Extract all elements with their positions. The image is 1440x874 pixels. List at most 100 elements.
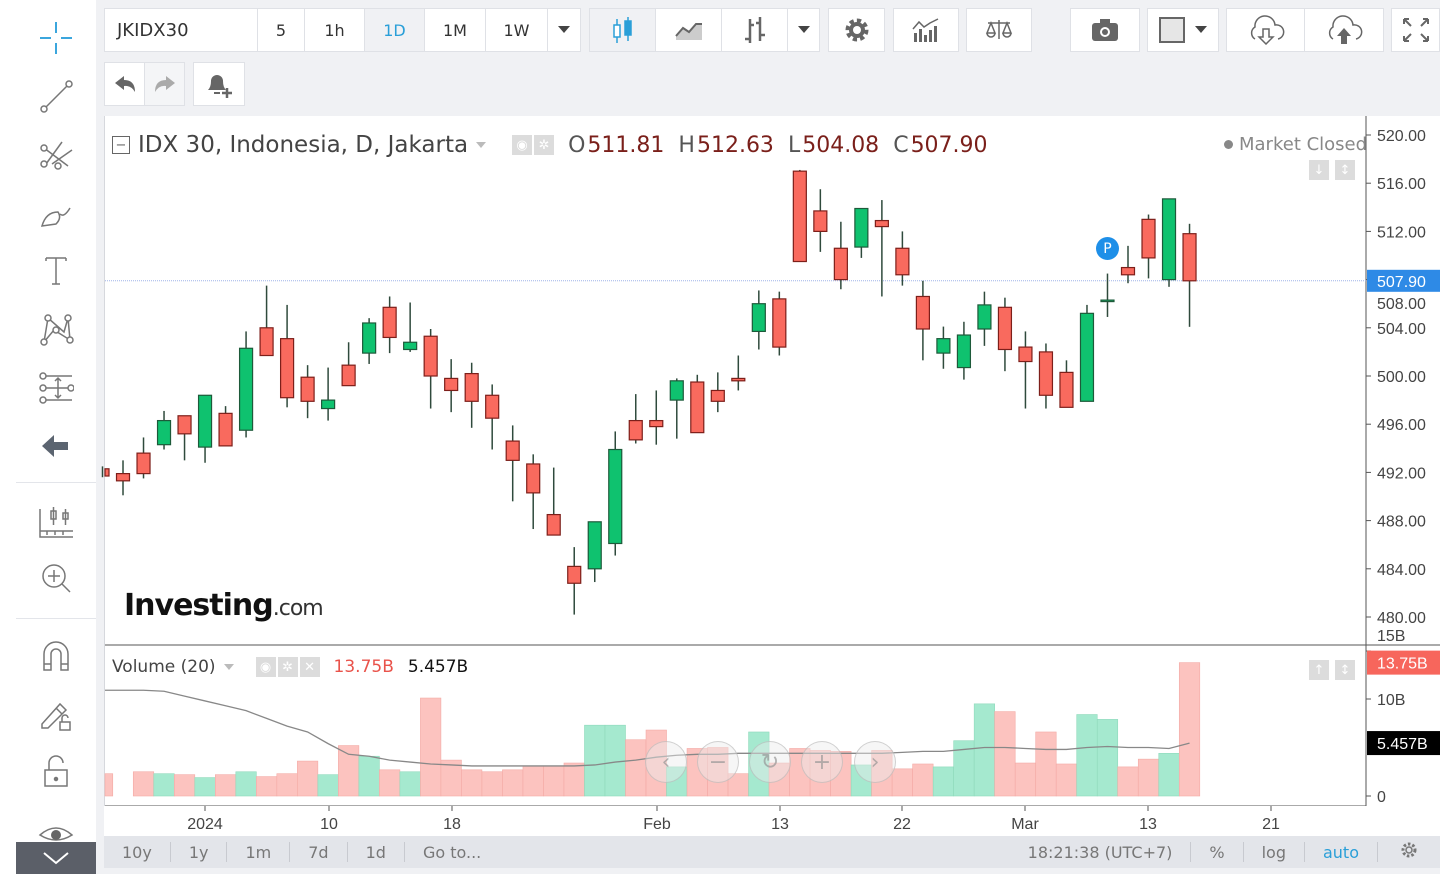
range-7d[interactable]: 7d bbox=[290, 842, 348, 862]
move-down-icon[interactable]: ↓ bbox=[1309, 160, 1329, 180]
undo-button[interactable] bbox=[104, 62, 145, 106]
volume-bar bbox=[1014, 762, 1037, 797]
gear-icon[interactable]: ✲ bbox=[534, 135, 555, 155]
save-chart-button[interactable] bbox=[1304, 8, 1384, 52]
volume-title[interactable]: Volume (20) bbox=[112, 657, 216, 677]
trend-line-icon[interactable] bbox=[36, 76, 76, 116]
x-axis-area bbox=[104, 806, 1440, 836]
x-tick-label: 22 bbox=[893, 816, 911, 833]
volume-bar bbox=[235, 771, 257, 797]
candle-body bbox=[587, 521, 602, 570]
interval-1h[interactable]: 1h bbox=[304, 8, 365, 52]
compare-button[interactable] bbox=[966, 8, 1032, 52]
bars-chart-type-button[interactable] bbox=[721, 8, 788, 52]
candle-body bbox=[341, 364, 356, 387]
interval-1w[interactable]: 1W bbox=[485, 8, 548, 52]
maximize-pane-icon[interactable]: ↕ bbox=[1335, 660, 1355, 680]
candle-body bbox=[608, 448, 623, 545]
measure-icon[interactable] bbox=[36, 368, 76, 408]
volume-y-tick-label: 0 bbox=[1377, 789, 1386, 806]
background-color-picker[interactable] bbox=[1147, 8, 1219, 52]
candle-body bbox=[321, 399, 336, 410]
close-icon[interactable]: ✕ bbox=[299, 657, 320, 677]
candle-body bbox=[197, 394, 213, 448]
drawing-toolbar bbox=[0, 0, 96, 874]
magnet-icon[interactable] bbox=[36, 636, 76, 676]
candle-ruler-icon[interactable] bbox=[36, 502, 76, 542]
collapse-toolbar-button[interactable] bbox=[16, 842, 96, 874]
auto-scale-toggle[interactable]: auto bbox=[1305, 842, 1378, 862]
crosshair-icon[interactable] bbox=[36, 18, 76, 58]
x-tick-label: 10 bbox=[320, 816, 338, 833]
candle-body bbox=[628, 419, 643, 441]
goto-date-button[interactable]: Go to... bbox=[422, 842, 482, 862]
candle-body bbox=[1182, 233, 1197, 282]
redo-button[interactable] bbox=[144, 62, 185, 106]
candle-body bbox=[997, 306, 1013, 351]
zoom-in-button[interactable]: + bbox=[801, 741, 843, 783]
candle-body bbox=[362, 322, 377, 354]
chevron-down-icon bbox=[43, 852, 69, 865]
screenshot-button[interactable] bbox=[1070, 8, 1140, 52]
candle-body bbox=[1018, 346, 1033, 363]
maximize-pane-icon[interactable]: ↕ bbox=[1335, 160, 1355, 180]
caret-down-icon[interactable] bbox=[223, 664, 234, 670]
chart-container[interactable] bbox=[104, 116, 1440, 836]
scroll-left-button[interactable]: ‹ bbox=[645, 741, 687, 783]
y-tick-label: 512.00 bbox=[1377, 224, 1426, 241]
gear-icon[interactable]: ✲ bbox=[277, 657, 298, 677]
zoom-out-button[interactable]: − bbox=[697, 741, 739, 783]
color-swatch bbox=[1159, 17, 1185, 43]
gear-icon[interactable] bbox=[1378, 841, 1440, 863]
event-marker[interactable]: P bbox=[1096, 237, 1119, 260]
indicators-icon bbox=[912, 18, 939, 42]
pane-controls: ↓ ↕ bbox=[1309, 160, 1355, 180]
symbol-search-input[interactable]: JKIDX30 bbox=[104, 8, 258, 52]
candle-body bbox=[874, 219, 889, 228]
candle-body bbox=[279, 338, 295, 399]
volume-bar bbox=[563, 762, 585, 797]
volume-bar bbox=[912, 763, 934, 797]
pattern-icon[interactable] bbox=[36, 308, 76, 348]
range-1d[interactable]: 1d bbox=[348, 842, 405, 862]
eye-icon[interactable]: ◉ bbox=[255, 657, 276, 677]
caret-down-icon bbox=[1195, 26, 1207, 33]
settings-button[interactable] bbox=[828, 8, 885, 52]
eye-icon[interactable] bbox=[36, 812, 76, 852]
volume-bar bbox=[1035, 731, 1057, 797]
text-tool-icon[interactable] bbox=[36, 250, 76, 290]
series-title[interactable]: IDX 30, Indonesia, D, Jakarta bbox=[138, 132, 469, 158]
brush-icon[interactable] bbox=[36, 192, 76, 232]
unlock-icon[interactable] bbox=[36, 752, 76, 792]
candle-body bbox=[382, 306, 397, 339]
interval-1d[interactable]: 1D bbox=[364, 8, 425, 52]
zoom-in-icon[interactable] bbox=[36, 558, 76, 598]
symbol-text: JKIDX30 bbox=[117, 19, 189, 41]
collapse-legend-icon[interactable]: − bbox=[112, 136, 130, 154]
interval-dropdown[interactable] bbox=[547, 8, 581, 52]
caret-down-icon[interactable] bbox=[476, 142, 487, 148]
lock-drawings-icon[interactable] bbox=[36, 694, 76, 734]
log-scale-toggle[interactable]: log bbox=[1244, 842, 1305, 862]
range-10y[interactable]: 10y bbox=[104, 842, 171, 862]
candle-body bbox=[690, 381, 705, 434]
percent-scale-toggle[interactable]: % bbox=[1191, 842, 1244, 862]
pitchfork-icon[interactable] bbox=[36, 134, 76, 174]
scroll-right-button[interactable]: › bbox=[854, 741, 896, 783]
y-tick-label: 480.00 bbox=[1377, 610, 1426, 627]
reset-chart-button[interactable]: ↻ bbox=[749, 741, 791, 783]
arrow-left-icon[interactable] bbox=[36, 426, 76, 466]
move-up-icon[interactable]: ↑ bbox=[1309, 660, 1329, 680]
interval-label: 1M bbox=[443, 20, 467, 40]
range-1m[interactable]: 1m bbox=[227, 842, 291, 862]
range-1y[interactable]: 1y bbox=[171, 842, 228, 862]
candle-body bbox=[1100, 299, 1115, 303]
chart-type-dropdown[interactable] bbox=[787, 8, 820, 52]
indicators-button[interactable] bbox=[893, 8, 959, 52]
candle-body bbox=[751, 303, 766, 333]
interval-1m[interactable]: 1M bbox=[424, 8, 486, 52]
area-chart-type-button[interactable] bbox=[655, 8, 722, 52]
add-alert-button[interactable] bbox=[193, 62, 245, 106]
eye-icon[interactable]: ◉ bbox=[512, 135, 533, 155]
